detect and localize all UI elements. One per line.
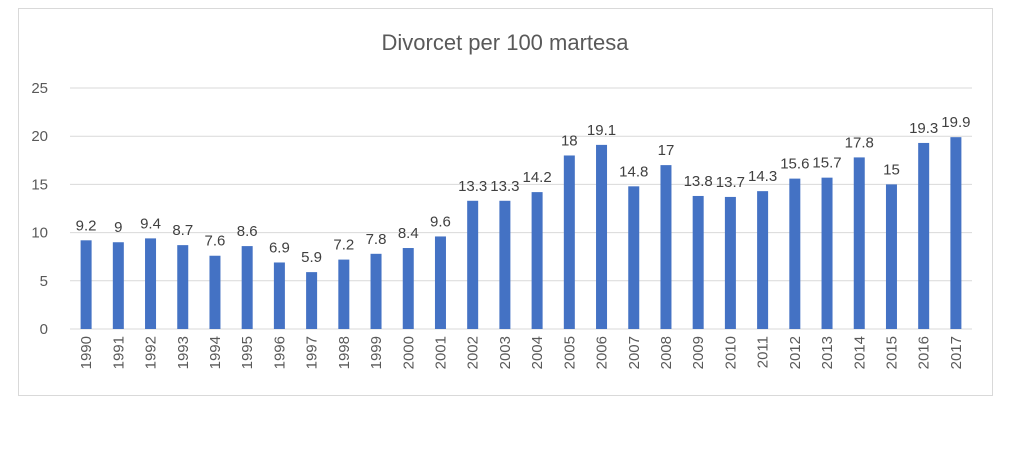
- x-tick-label: 2002: [465, 336, 482, 369]
- bar: [177, 245, 189, 329]
- data-label: 9.4: [140, 215, 161, 232]
- data-label: 14.2: [523, 169, 552, 186]
- bar: [885, 184, 897, 329]
- x-tick-label: 2006: [594, 336, 611, 369]
- x-tick-label: 2017: [948, 336, 965, 369]
- bar: [789, 178, 801, 329]
- bar: [467, 200, 479, 329]
- x-tick-label: 1994: [207, 336, 224, 369]
- bar: [112, 242, 124, 329]
- data-label: 7.6: [205, 233, 226, 250]
- bar: [918, 142, 930, 329]
- x-tick-label: 1998: [336, 336, 353, 369]
- x-tick-label: 2015: [883, 336, 900, 369]
- data-label: 13.3: [490, 178, 519, 195]
- x-tick-label: 2010: [722, 336, 739, 369]
- bar: [563, 155, 575, 329]
- x-tick-label: 2000: [400, 336, 417, 369]
- y-tick-label: 15: [31, 176, 48, 193]
- data-label: 8.7: [172, 222, 193, 239]
- bar: [531, 192, 543, 329]
- data-label: 19.1: [587, 122, 616, 139]
- x-tick-label: 2005: [561, 336, 578, 369]
- data-label: 15: [883, 161, 900, 178]
- data-label: 8.4: [398, 225, 419, 242]
- bar: [306, 272, 318, 329]
- x-tick-label: 2001: [432, 336, 449, 369]
- data-label: 9.6: [430, 213, 451, 230]
- x-tick-label: 2009: [690, 336, 707, 369]
- x-tick-label: 2012: [787, 336, 804, 369]
- bar: [145, 238, 157, 329]
- x-tick-label: 1996: [271, 336, 288, 369]
- bar: [596, 144, 608, 329]
- y-tick-label: 20: [31, 128, 48, 145]
- data-label: 18: [561, 132, 578, 149]
- bar: [821, 177, 833, 329]
- x-tick-label: 2011: [755, 336, 772, 368]
- data-label: 7.2: [333, 237, 354, 254]
- x-tick-label: 1991: [110, 336, 127, 369]
- data-label: 7.8: [366, 231, 387, 248]
- x-tick-label: 2016: [916, 336, 933, 369]
- data-label: 14.8: [619, 163, 648, 180]
- bar: [402, 248, 414, 329]
- data-label: 9: [114, 219, 122, 236]
- data-label: 13.7: [716, 174, 745, 191]
- data-label: 19.9: [941, 114, 970, 131]
- bar: [853, 157, 865, 329]
- bar: [628, 186, 640, 329]
- data-label: 13.3: [458, 178, 487, 195]
- bar: [692, 195, 704, 329]
- x-tick-label: 2008: [658, 336, 675, 369]
- data-label: 17: [658, 142, 675, 159]
- x-tick-label: 1990: [78, 336, 95, 369]
- data-label: 15.6: [780, 156, 809, 173]
- data-label: 19.3: [909, 120, 938, 137]
- bar: [950, 137, 962, 329]
- data-label: 14.3: [748, 168, 777, 185]
- bar: [338, 259, 350, 329]
- x-tick-label: 2007: [626, 336, 643, 369]
- chart-title: Divorcet per 100 martesa: [381, 30, 629, 55]
- y-tick-label: 10: [31, 225, 48, 242]
- data-label: 5.9: [301, 249, 322, 266]
- x-tick-label: 1997: [304, 336, 321, 369]
- x-tick-label: 1995: [239, 336, 256, 369]
- bar: [660, 165, 672, 329]
- bar: [273, 262, 285, 329]
- x-tick-label: 1993: [175, 336, 192, 369]
- x-tick-label: 2013: [819, 336, 836, 369]
- x-tick-label: 1992: [143, 336, 160, 369]
- bar: [434, 236, 446, 329]
- x-tick-label: 2004: [529, 336, 546, 369]
- data-label: 17.8: [845, 134, 874, 151]
- bar: [499, 200, 511, 329]
- x-tick-label: 2003: [497, 336, 514, 369]
- y-tick-label: 25: [31, 80, 48, 97]
- x-tick-label: 2014: [851, 336, 868, 369]
- data-label: 8.6: [237, 223, 258, 240]
- y-tick-label: 5: [40, 273, 48, 290]
- bar: [241, 246, 253, 329]
- bar: [209, 255, 221, 329]
- data-label: 9.2: [76, 217, 97, 234]
- x-tick-label: 1999: [368, 336, 385, 369]
- bar: [370, 253, 382, 329]
- data-label: 15.7: [812, 155, 841, 172]
- data-label: 13.8: [684, 173, 713, 190]
- bar: [757, 191, 769, 329]
- bar: [80, 240, 92, 329]
- y-tick-label: 0: [40, 321, 48, 338]
- bar: [724, 196, 736, 329]
- data-label: 6.9: [269, 239, 290, 256]
